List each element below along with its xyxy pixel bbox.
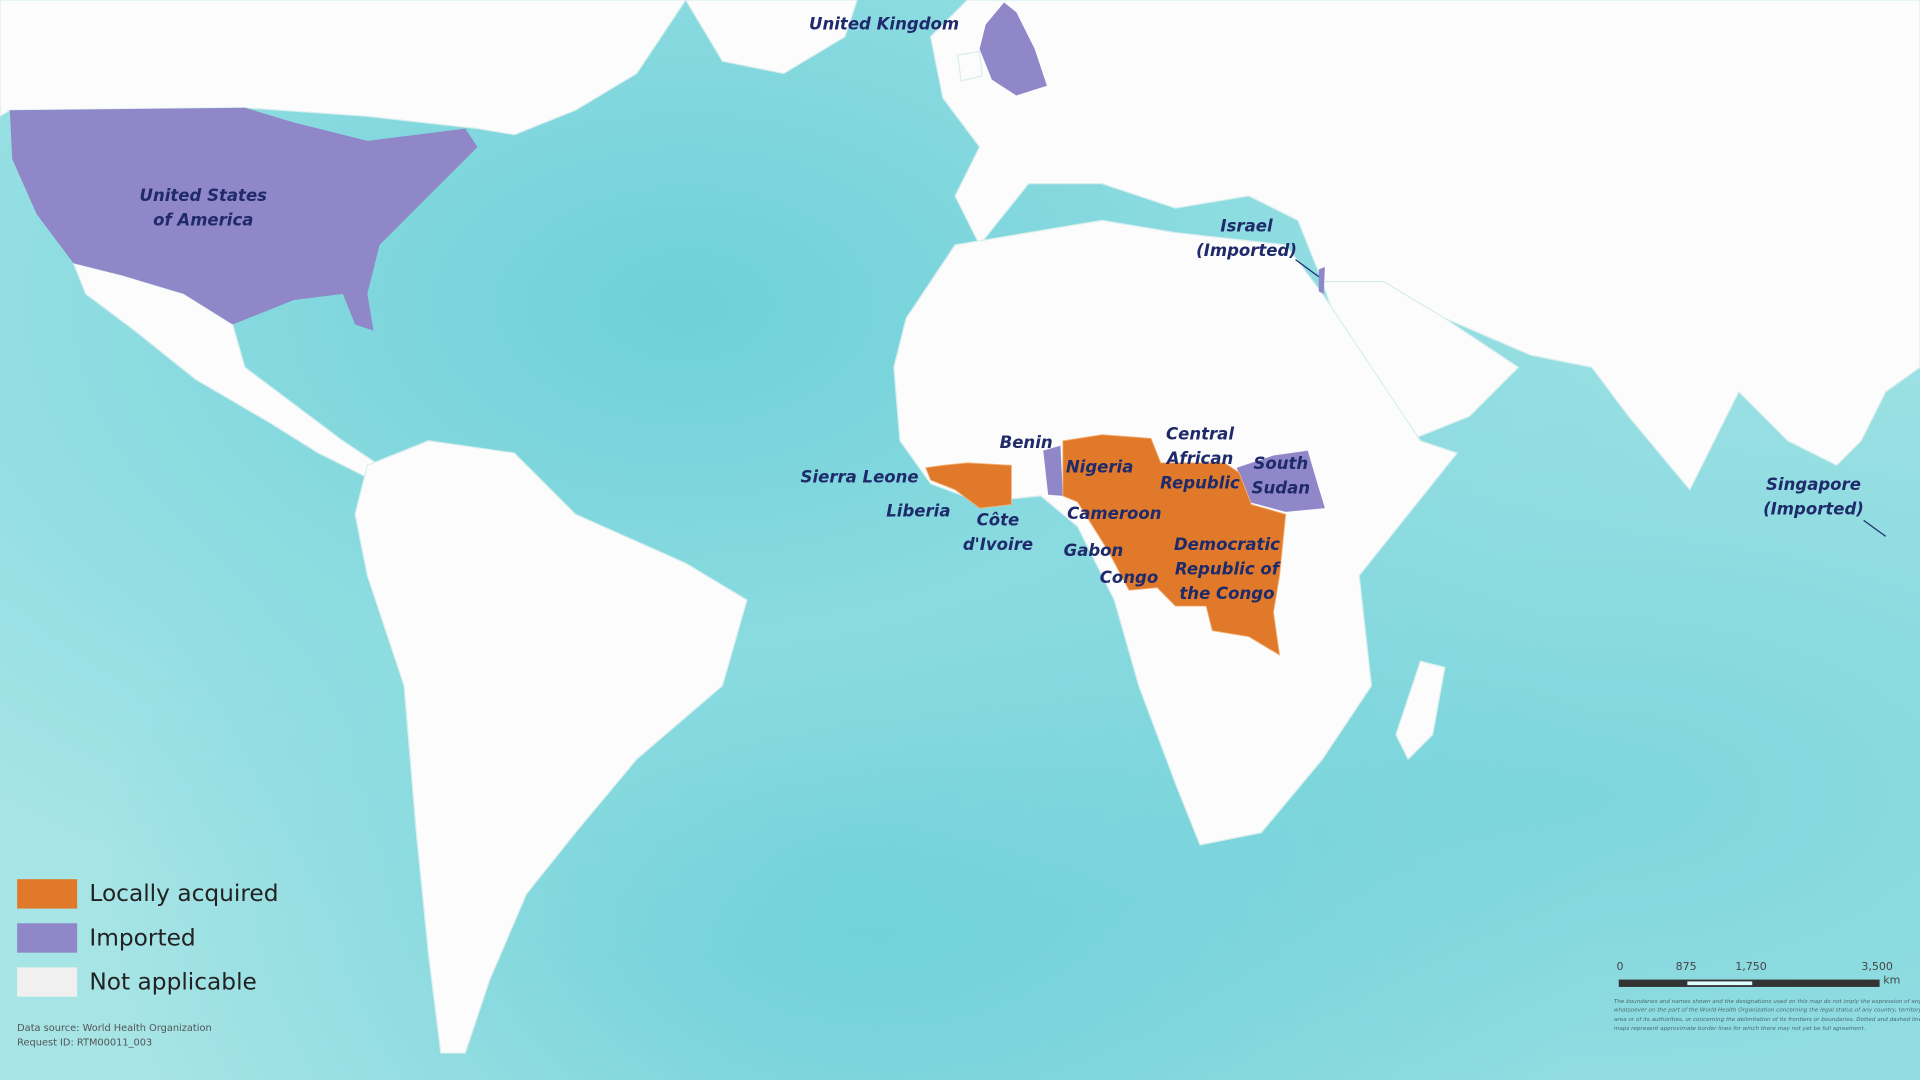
label-cote-divoire: Côte d'Ivoire [962, 510, 1034, 555]
legend-label: Imported [89, 924, 196, 952]
label-usa: United States of America [139, 186, 268, 231]
disclaimer: The boundaries and names shown and the d… [1613, 999, 1920, 1033]
scale-tick-label: 1,750 [1735, 961, 1767, 974]
land-south-america [354, 440, 748, 1054]
land-ireland [956, 50, 983, 82]
data-source-text: Data source: World Health Organization [17, 1022, 212, 1034]
legend-label: Locally acquired [89, 880, 279, 908]
legend-swatch [17, 879, 78, 909]
land-eurasia [929, 0, 1920, 491]
scale-unit: km [1883, 974, 1901, 987]
legend-swatch [17, 923, 78, 953]
data-source: Data source: World Health Organization R… [17, 1021, 212, 1050]
country-uk [979, 2, 1047, 96]
request-id-text: Request ID: RTM00011_003 [17, 1037, 153, 1049]
label-congo: Congo [1099, 568, 1159, 588]
label-singapore: Singapore (Imported) [1763, 475, 1864, 520]
legend-item-not-applicable: Not applicable [17, 967, 257, 997]
label-united-kingdom: United Kingdom [809, 14, 960, 35]
scale-tick-label: 3,500 [1861, 961, 1893, 974]
label-israel: Israel (Imported) [1196, 216, 1297, 261]
label-sierra-leone: Sierra Leone [800, 467, 919, 488]
label-south-sudan: South Sudan [1251, 454, 1311, 499]
label-gabon: Gabon [1063, 541, 1124, 561]
legend-item-locally-acquired: Locally acquired [17, 879, 279, 909]
country-benin [1043, 445, 1063, 496]
label-central-african-republic: Central African Republic [1160, 424, 1240, 494]
singapore-leader-line [1863, 519, 1887, 537]
country-israel [1318, 266, 1325, 294]
country-south-sudan [1236, 450, 1325, 512]
country-usa [9, 107, 478, 331]
label-drc: Democratic Republic of the Congo [1173, 535, 1280, 604]
legend-label: Not applicable [89, 968, 257, 996]
scale-tick-label: 0 [1616, 961, 1624, 974]
legend-swatch [17, 967, 78, 997]
country-central-africa-group [1062, 434, 1287, 656]
land-madagascar [1395, 660, 1446, 761]
land-north-america [0, 0, 687, 136]
country-west-africa-group [925, 462, 1012, 509]
label-liberia: Liberia [886, 502, 951, 522]
label-cameroon: Cameroon [1067, 504, 1162, 525]
scale-tick-label: 875 [1675, 961, 1697, 974]
scale-bar [1618, 979, 1880, 987]
label-nigeria: Nigeria [1065, 457, 1134, 478]
label-benin: Benin [999, 433, 1053, 454]
land-greenland [685, 0, 858, 75]
legend-item-imported: Imported [17, 923, 196, 953]
israel-leader-line [1295, 259, 1320, 278]
